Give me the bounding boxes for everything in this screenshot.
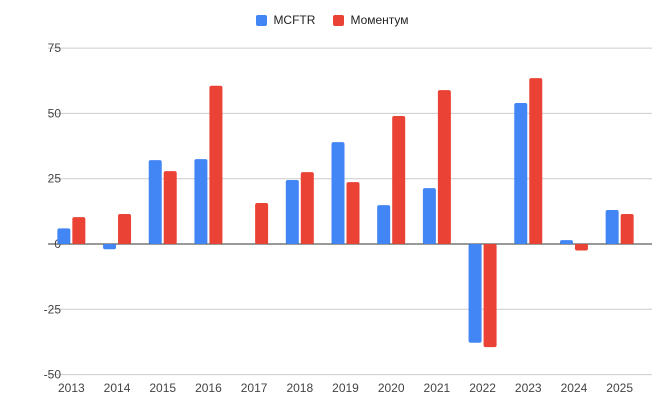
bar-mcftr <box>605 210 619 244</box>
bar-mcftr <box>194 159 208 244</box>
legend-item-mcftr[interactable]: MCFTR <box>256 13 315 27</box>
legend-label-momentum: Моментум <box>350 13 409 27</box>
x-tick-label: 2013 <box>58 381 85 395</box>
x-tick-label: 2016 <box>195 381 222 395</box>
bar-mcftr <box>148 160 162 244</box>
bar-momentum <box>300 172 314 244</box>
y-tick-label: 25 <box>48 172 62 186</box>
y-tick-label: -25 <box>44 302 62 316</box>
bar-momentum <box>620 213 634 244</box>
x-tick-label: 2025 <box>606 381 633 395</box>
bar-momentum <box>437 90 451 244</box>
bar-momentum <box>346 182 360 244</box>
bar-momentum <box>72 217 86 244</box>
y-tick-label: 0 <box>54 237 61 251</box>
bar-momentum <box>209 85 223 244</box>
y-tick-label: -50 <box>44 368 62 382</box>
bar-mcftr <box>468 244 482 343</box>
bar-momentum <box>163 171 177 244</box>
x-tick-label: 2021 <box>424 381 451 395</box>
x-tick-label: 2017 <box>241 381 268 395</box>
x-tick-label: 2014 <box>104 381 131 395</box>
legend-label-mcftr: MCFTR <box>273 13 316 27</box>
bar-momentum <box>392 116 406 244</box>
y-tick-label: 50 <box>48 106 62 120</box>
legend-swatch-mcftr <box>256 14 268 26</box>
x-tick-label: 2022 <box>469 381 496 395</box>
bar-momentum <box>118 213 132 244</box>
bar-momentum <box>529 78 543 244</box>
x-tick-label: 2019 <box>332 381 359 395</box>
y-tick-label: 75 <box>48 41 62 55</box>
bar-mcftr <box>285 180 299 244</box>
x-tick-label: 2023 <box>515 381 542 395</box>
x-tick-label: 2018 <box>286 381 313 395</box>
bar-mcftr <box>559 240 573 244</box>
x-tick-label: 2015 <box>149 381 176 395</box>
bar-mcftr <box>514 102 528 245</box>
bar-momentum <box>574 244 588 251</box>
bar-mcftr <box>422 188 436 244</box>
bar-momentum <box>255 202 269 244</box>
bar-mcftr <box>103 244 117 250</box>
legend-swatch-momentum <box>333 14 345 26</box>
legend: MCFTR Моментум <box>0 13 665 27</box>
bar-mcftr <box>331 142 345 244</box>
bar-mcftr <box>377 205 391 244</box>
x-tick-label: 2024 <box>561 381 588 395</box>
legend-item-momentum[interactable]: Моментум <box>333 13 409 27</box>
x-tick-label: 2020 <box>378 381 405 395</box>
bar-mcftr <box>57 228 71 244</box>
bar-momentum <box>483 244 497 348</box>
